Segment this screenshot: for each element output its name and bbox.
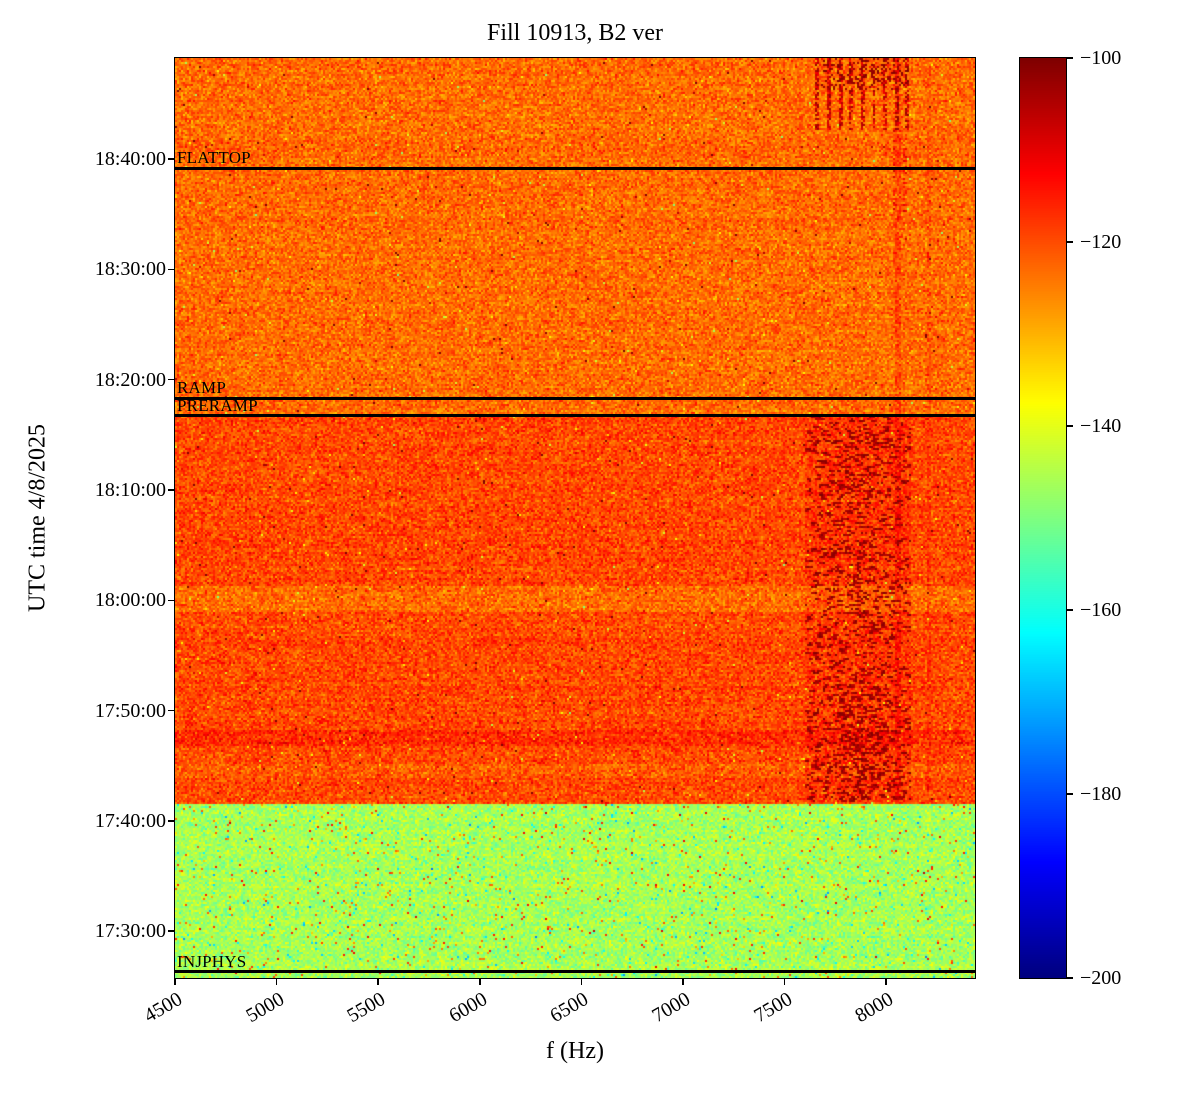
y-tick-label: 18:40:00 [94, 148, 166, 171]
x-tick-mark [885, 978, 887, 985]
y-tick-mark [168, 489, 175, 491]
annotation-label-preramp: PRERAMP [177, 395, 258, 415]
y-tick-mark [168, 709, 175, 712]
colorbar-tick-mark [1066, 425, 1073, 427]
y-tick-mark [168, 930, 175, 932]
y-tick-mark [168, 599, 175, 601]
chart-title: Fill 10913, B2 ver [486, 20, 663, 46]
annotation-label-injphys: INJPHYS [177, 951, 247, 971]
x-tick-mark [682, 978, 684, 985]
y-tick-label: 18:30:00 [94, 258, 166, 281]
colorbar-tick-mark [1066, 793, 1073, 795]
x-tick-mark [479, 978, 481, 985]
colorbar-tick-label: −140 [1080, 415, 1122, 437]
y-tick-label: 17:30:00 [94, 920, 166, 943]
colorbar-tick-mark [1066, 241, 1073, 243]
y-tick-mark [168, 158, 175, 160]
colorbar-tick-label: −200 [1080, 967, 1122, 989]
annotation-line-ramp [175, 396, 975, 400]
colorbar-tick-label: −180 [1080, 783, 1122, 805]
annotation-line-preramp [175, 414, 975, 418]
colorbar-tick-label: −120 [1080, 231, 1122, 253]
annotation-label-ramp: RAMP [177, 378, 226, 398]
x-tick-mark [275, 978, 278, 985]
colorbar-tick-mark [1066, 977, 1073, 979]
y-tick-mark [168, 378, 175, 381]
annotation-line-flattop [175, 166, 975, 170]
x-tick-label: 4500 [140, 988, 186, 1028]
spectrogram-heatmap [175, 58, 975, 978]
y-tick-mark [168, 820, 175, 822]
x-tick-mark [377, 978, 379, 985]
x-tick-mark [174, 978, 176, 985]
y-tick-label: 17:40:00 [94, 809, 166, 832]
y-tick-label: 18:00:00 [94, 589, 166, 612]
annotation-line-injphys [175, 970, 975, 974]
y-tick-mark [168, 268, 175, 271]
x-axis-label: f (Hz) [546, 1038, 604, 1064]
y-tick-label: 18:20:00 [94, 368, 166, 391]
colorbar-tick-label: −100 [1080, 47, 1122, 69]
x-tick-mark [783, 978, 786, 985]
colorbar-tick-mark [1066, 609, 1073, 611]
y-tick-label: 18:10:00 [94, 478, 166, 501]
colorbar-tick-label: −160 [1080, 599, 1122, 621]
colorbar-tick-mark [1066, 57, 1073, 59]
y-axis-label: UTC time 4/8/2025 [24, 424, 51, 612]
colorbar [1020, 58, 1066, 978]
x-tick-mark [580, 978, 583, 985]
annotation-label-flattop: FLATTOP [177, 148, 251, 168]
y-tick-label: 17:50:00 [94, 699, 166, 722]
